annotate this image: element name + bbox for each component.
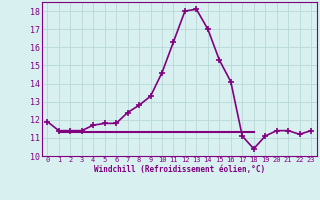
X-axis label: Windchill (Refroidissement éolien,°C): Windchill (Refroidissement éolien,°C) bbox=[94, 165, 265, 174]
